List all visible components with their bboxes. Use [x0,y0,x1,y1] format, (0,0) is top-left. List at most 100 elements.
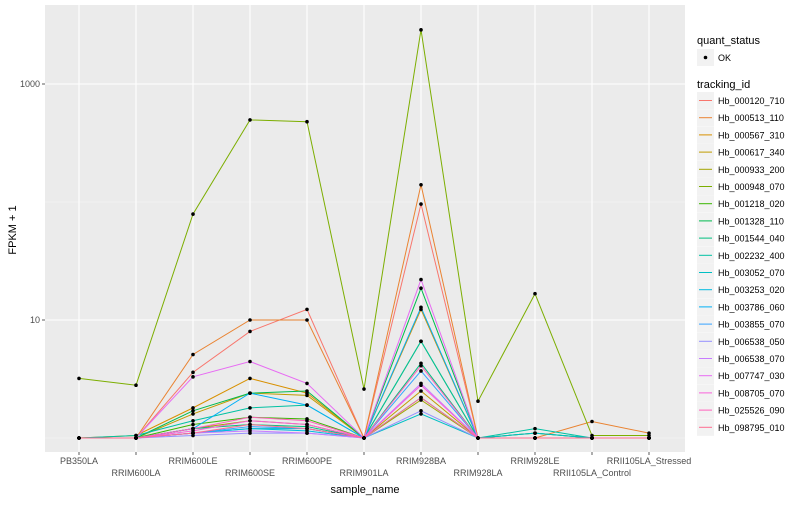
data-point [362,436,366,440]
x-tick-label: RRIM600PE [282,456,332,466]
data-point [191,406,195,410]
data-point [191,375,195,379]
legend-label: Hb_003855_070 [718,320,785,330]
data-point [191,370,195,375]
data-point [77,436,81,440]
legend-label: Hb_001328_110 [718,216,784,226]
legend-label: Hb_098795_010 [718,423,785,433]
x-tick-label: RRIM600LA [111,468,160,478]
data-point [419,277,423,282]
data-point [305,389,309,393]
x-tick-label: RRIM901LA [339,468,388,478]
data-point [419,409,423,413]
data-point [647,436,651,440]
x-tick-label: RRIM600SE [225,468,275,478]
plot-panel [45,5,685,452]
data-point [305,318,309,322]
x-tick-label: RRII105LA_Control [553,468,631,478]
data-point [590,419,594,424]
data-point [248,318,252,322]
legend-label: Hb_000933_200 [718,165,785,175]
data-point [590,436,594,440]
data-point [191,418,195,423]
grid [45,5,685,452]
data-point [248,329,252,334]
color-legend-title: tracking_id [697,79,750,91]
data-point [191,422,195,427]
data-point [191,409,195,413]
data-point [419,369,423,373]
x-axis: PB350LA RRIM600LA RRIM600LE RRIM600SE RRIM60… [60,452,691,478]
data-point [476,399,480,404]
data-point [419,305,423,310]
x-axis-title: sample_name [330,484,399,496]
legend-label: Hb_002232_400 [718,251,785,261]
data-point [248,429,252,433]
data-point [362,387,366,391]
y-tick-label: 10 [30,315,40,325]
x-tick-label: RRII105LA_Stressed [607,456,692,466]
data-point [248,418,252,423]
data-point [419,28,423,32]
data-point [134,433,138,438]
data-point [248,391,252,395]
legend-label: Hb_006538_050 [718,337,785,347]
data-point [305,403,309,407]
shape-legend-label: OK [718,53,731,63]
legend-label: Hb_000120_710 [718,96,785,106]
data-point [305,307,309,312]
legend-label: Hb_001544_040 [718,234,785,244]
data-point [419,389,423,393]
data-point [191,426,195,431]
data-point [533,436,537,440]
data-point [77,376,81,381]
legend-label: Hb_000617_340 [718,148,785,158]
data-point [305,426,309,431]
data-point [305,431,309,435]
legend-label: Hb_003253_020 [718,285,785,295]
x-tick-label: RRIM928BA [396,456,446,466]
legend-label: Hb_007747_030 [718,371,785,381]
legend-label: Hb_000513_110 [718,113,784,123]
legend-label: Hb_000567_310 [718,130,785,140]
legend-label: Hb_006538_070 [718,354,785,364]
data-point [476,436,480,440]
data-point [305,381,309,386]
data-point [419,383,423,388]
data-point [248,359,252,364]
legend-label: Hb_003052_070 [718,268,785,278]
y-axis: 10 1000 [20,79,45,325]
data-point [248,415,252,420]
data-point [419,202,423,206]
data-point [191,212,195,216]
data-point [248,406,252,410]
data-point [191,352,195,357]
data-point [134,383,138,388]
data-point [134,436,138,440]
x-tick-label: RRIM928LE [510,456,559,466]
series-points [77,28,651,440]
data-point [191,431,195,435]
legend: quant_status OK tracking_id Hb_000120_71… [697,35,785,436]
data-point [419,339,423,344]
x-tick-label: RRIM600LE [168,456,217,466]
data-point [647,433,651,438]
data-point [248,118,252,122]
data-point [305,119,309,124]
ok-point-icon [703,55,708,60]
data-point [533,291,537,296]
data-point [248,376,252,381]
shape-legend-title: quant_status [697,35,760,47]
data-point [419,412,423,416]
data-point [533,431,537,435]
y-axis-title: FPKM + 1 [7,205,19,254]
legend-label: Hb_000948_070 [718,182,785,192]
data-point [191,412,195,416]
data-point [305,418,309,423]
data-point [419,363,423,368]
data-point [419,395,423,400]
data-point [305,422,309,427]
data-point [533,426,537,431]
x-tick-label: PB350LA [60,456,98,466]
